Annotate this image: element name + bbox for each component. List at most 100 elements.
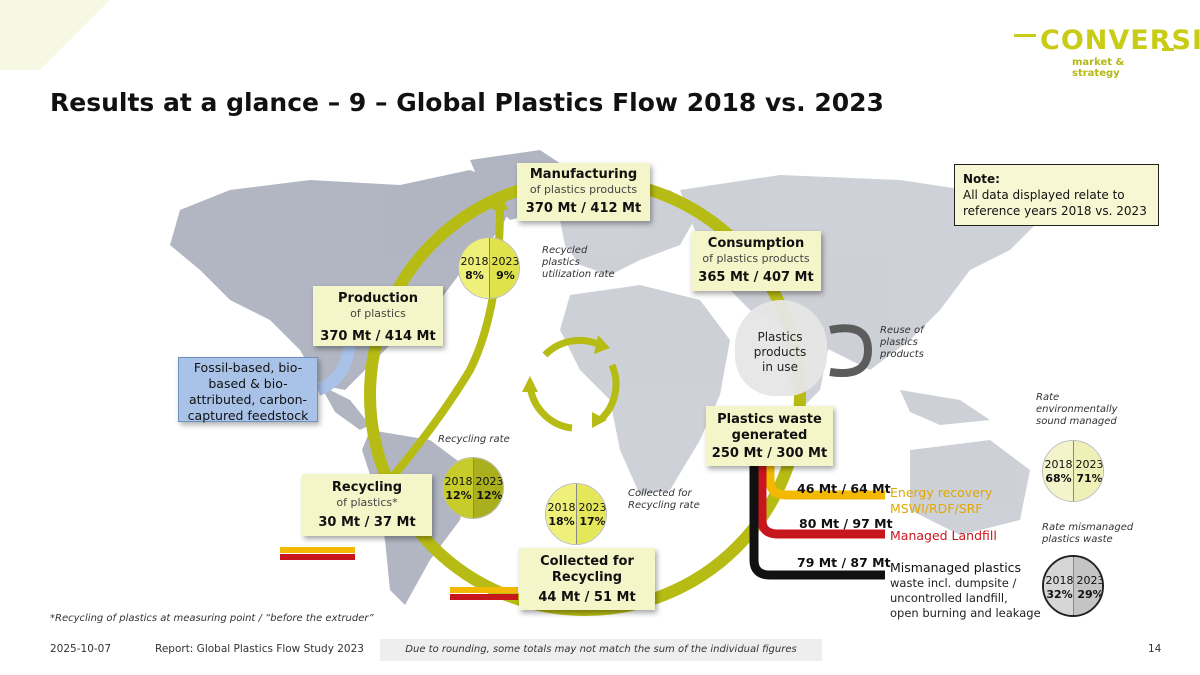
feedstock-flow (315, 343, 356, 396)
recycling-box: Recycling of plastics* 30 Mt / 37 Mt (302, 474, 432, 536)
circle-half-2018 (459, 238, 489, 298)
feedstock-line-4: captured feedstock (187, 408, 309, 423)
energy-recovery-label: Energy recovery MSWI/RDF/SRF (890, 485, 992, 517)
in-use-line-2: products (753, 345, 807, 359)
footer-disclaimer: Due to rounding, some totals may not mat… (380, 639, 822, 661)
circle-half-2023 (473, 458, 503, 518)
feedstock-line-3: attributed, carbon- (188, 392, 308, 407)
reuse-label: Reuse of plastics products (880, 325, 924, 361)
recycling-rate-circle: 2018 2023 12% 12% (442, 457, 504, 519)
collected-title-line-2: Recycling (551, 570, 623, 585)
year-2023: 2023 (1076, 574, 1104, 587)
page-number: 14 (1148, 643, 1162, 655)
consumption-subtitle: of plastics products (702, 252, 810, 265)
recycling-subtitle: of plastics* (336, 496, 398, 509)
year-2023: 2023 (1075, 458, 1104, 471)
page-title: Results at a glance – 9 – Global Plastic… (50, 88, 884, 117)
landfill-label: Managed Landfill (890, 528, 997, 543)
mismanaged-label: Mismanaged plastics (890, 560, 1022, 575)
rate-2018: 18% (548, 515, 575, 528)
year-2018: 2018 (547, 501, 576, 514)
utilization-label-line-1: Recycled (542, 245, 588, 256)
mismanaged-label-line-2: plastics waste (1042, 534, 1113, 545)
consumption-box: Consumption of plastics products 365 Mt … (691, 231, 821, 291)
consumption-title: Consumption (707, 236, 805, 251)
waste-value: 250 Mt / 300 Mt (711, 446, 828, 461)
note-text: All data displayed relate to reference y… (963, 188, 1147, 218)
mismanaged-sub-line-3: open burning and leakage (890, 606, 1041, 620)
year-2018: 2018 (1044, 458, 1073, 471)
env-sound-label: Rate environmentally sound managed (1036, 392, 1118, 428)
env-sound-rate-circle: 2018 2023 68% 71% (1042, 440, 1104, 502)
products-in-use-cloud (735, 300, 827, 396)
logo-line-left (1014, 34, 1036, 37)
circle-half-2018 (1043, 441, 1073, 501)
circle-half-2018 (546, 484, 576, 544)
mismanaged-label-line-1: Rate mismanaged (1042, 522, 1134, 533)
rate-2018: 32% (1046, 588, 1073, 601)
mismanaged-sublabel: waste incl. dumpsite / uncontrolled land… (890, 576, 1041, 621)
note-box: Note: All data displayed relate to refer… (954, 164, 1159, 226)
year-2018: 2018 (444, 475, 473, 488)
manufacturing-title: Manufacturing (529, 167, 638, 182)
feedstock-line-2: based & bio- (208, 376, 288, 391)
footer-date: 2025-10-07 (50, 643, 112, 655)
circle-half-2018 (1044, 557, 1073, 615)
feedstock-line-1: Fossil-based, bio- (193, 360, 303, 375)
energy-recovery-flow (765, 455, 885, 500)
brand-logo: CONVERSIO market & strategy (1012, 26, 1200, 79)
reuse-loop (829, 324, 873, 377)
reuse-line-3: products (880, 349, 924, 360)
production-subtitle: of plastics (350, 307, 406, 320)
footnote: *Recycling of plastics at measuring poin… (50, 613, 374, 624)
rate-2023: 12% (476, 489, 503, 502)
collected-rate-label-line-1: Collected for (628, 488, 692, 499)
env-sound-label-line-1: Rate (1036, 392, 1060, 403)
recycled-utilization-label: Recycled plastics utilization rate (542, 245, 615, 281)
logo-tagline: market & strategy (1072, 57, 1125, 79)
utilization-label-line-2: plastics (542, 257, 580, 268)
rate-2023: 71% (1076, 472, 1103, 485)
rate-2018: 68% (1045, 472, 1072, 485)
circle-half-2023 (576, 484, 606, 544)
circle-half-2023 (1073, 557, 1102, 615)
year-2023: 2023 (578, 501, 607, 514)
recyclate-arrowhead (492, 190, 508, 210)
env-sound-label-line-2: environmentally (1036, 404, 1118, 415)
utilization-label-line-3: utilization rate (542, 269, 615, 280)
rate-2023: 29% (1077, 588, 1104, 601)
feedstock-box: Fossil-based, bio- based & bio- attribut… (178, 357, 318, 423)
mismanaged-sub-line-1: waste incl. dumpsite / (890, 576, 1017, 590)
in-use-line-3: in use (762, 360, 798, 374)
waste-generated-box: Plastics waste generated 250 Mt / 300 Mt (706, 406, 833, 466)
recycled-utilization-rate-circle: 2018 2023 8% 9% (458, 237, 520, 299)
circle-half-2023 (1073, 441, 1103, 501)
energy-recovery-value: 46 Mt / 64 Mt (797, 481, 891, 496)
recycle-symbol (526, 336, 620, 432)
circle-half-2023 (489, 238, 519, 298)
rate-2023: 17% (579, 515, 606, 528)
circle-half-2018 (443, 458, 473, 518)
manufacturing-box: Manufacturing of plastics products 370 M… (517, 163, 650, 221)
consumption-value: 365 Mt / 407 Mt (698, 270, 814, 285)
waste-title-line-2: generated (731, 428, 808, 443)
collected-title-line-1: Collected for (540, 554, 634, 569)
manufacturing-subtitle: of plastics products (529, 183, 638, 196)
mismanaged-rate-circle: 2018 2023 32% 29% (1042, 555, 1104, 617)
collected-box: Collected for Recycling 44 Mt / 51 Mt (519, 548, 655, 610)
rate-2018: 12% (445, 489, 472, 502)
rate-2018: 8% (465, 269, 484, 282)
manufacturing-value: 370 Mt / 412 Mt (525, 201, 642, 216)
mismanaged-rate-label: Rate mismanaged plastics waste (1042, 522, 1133, 546)
year-2018: 2018 (1045, 574, 1074, 587)
footer-report: Report: Global Plastics Flow Study 2023 (155, 643, 364, 655)
rate-2023: 9% (496, 269, 515, 282)
recycling-rate-label: Recycling rate (438, 434, 510, 445)
mismanaged-value: 79 Mt / 87 Mt (797, 555, 891, 570)
production-value: 370 Mt / 414 Mt (320, 329, 436, 344)
collected-rate-label: Collected for Recycling rate (628, 488, 700, 512)
production-title: Production (338, 291, 418, 306)
products-in-use-label: Plastics products in use (735, 330, 825, 375)
collected-rate-label-line-2: Recycling rate (628, 500, 700, 511)
collected-value: 44 Mt / 51 Mt (538, 590, 636, 605)
